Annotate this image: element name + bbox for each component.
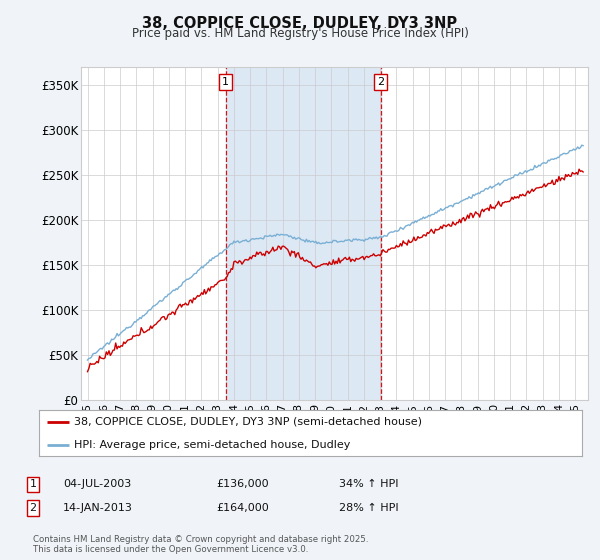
Text: £136,000: £136,000	[216, 479, 269, 489]
Text: 28% ↑ HPI: 28% ↑ HPI	[339, 503, 398, 513]
Text: 04-JUL-2003: 04-JUL-2003	[63, 479, 131, 489]
Bar	[226, 67, 381, 400]
Text: HPI: Average price, semi-detached house, Dudley: HPI: Average price, semi-detached house,…	[74, 440, 350, 450]
Text: 1: 1	[222, 77, 229, 87]
Text: 14-JAN-2013: 14-JAN-2013	[63, 503, 133, 513]
Text: 38, COPPICE CLOSE, DUDLEY, DY3 3NP (semi-detached house): 38, COPPICE CLOSE, DUDLEY, DY3 3NP (semi…	[74, 417, 422, 427]
Text: 2: 2	[29, 503, 37, 513]
Text: 1: 1	[29, 479, 37, 489]
Text: £164,000: £164,000	[216, 503, 269, 513]
Text: 2: 2	[377, 77, 385, 87]
Text: Contains HM Land Registry data © Crown copyright and database right 2025.
This d: Contains HM Land Registry data © Crown c…	[33, 535, 368, 554]
Text: 38, COPPICE CLOSE, DUDLEY, DY3 3NP: 38, COPPICE CLOSE, DUDLEY, DY3 3NP	[142, 16, 458, 31]
Text: 34% ↑ HPI: 34% ↑ HPI	[339, 479, 398, 489]
Text: Price paid vs. HM Land Registry's House Price Index (HPI): Price paid vs. HM Land Registry's House …	[131, 27, 469, 40]
